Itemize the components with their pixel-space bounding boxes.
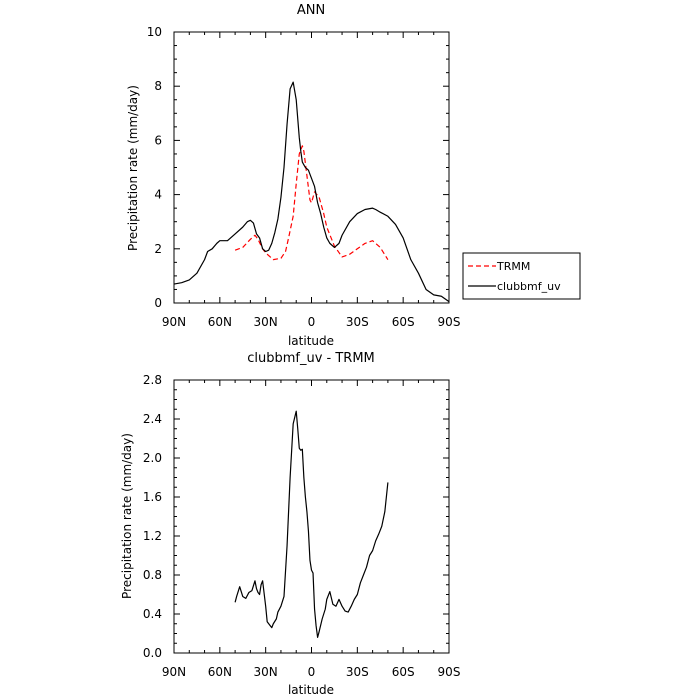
x-tick-label: 30S bbox=[346, 315, 369, 329]
y-tick-label: 0.8 bbox=[143, 568, 162, 582]
series-group bbox=[173, 81, 450, 303]
series-line-difference bbox=[234, 410, 389, 639]
y-tick-label: 2.4 bbox=[143, 412, 162, 426]
y-axis-label: Precipitation rate (mm/day) bbox=[126, 85, 140, 251]
legend: TRMM clubbmf_uv bbox=[462, 252, 581, 300]
y-tick-label: 6 bbox=[154, 133, 162, 147]
x-tick-label: 90S bbox=[438, 665, 461, 679]
x-tick-label: 60N bbox=[208, 665, 232, 679]
y-tick-label: 10 bbox=[147, 25, 162, 39]
y-tick-label: 2.0 bbox=[143, 451, 162, 465]
x-tick-label: 90S bbox=[438, 315, 461, 329]
plot-frame bbox=[173, 379, 450, 654]
series-group bbox=[234, 410, 389, 639]
y-tick-label: 0.0 bbox=[143, 646, 162, 660]
series-line-clubbmf-uv bbox=[173, 81, 450, 303]
tick-group: 90N 60N 30N 0 30S 60S 90S 0 2 4 6 8 10 bbox=[147, 25, 461, 329]
y-tick-label: 0.4 bbox=[143, 607, 162, 621]
series-line-trmm bbox=[234, 145, 389, 261]
panel-title: clubbmf_uv - TRMM bbox=[247, 351, 375, 366]
plot-frame bbox=[173, 31, 450, 304]
legend-label-clubbmf: clubbmf_uv bbox=[497, 280, 561, 293]
y-tick-label: 2.8 bbox=[143, 373, 162, 387]
y-tick-label: 1.2 bbox=[143, 529, 162, 543]
tick-group: 90N 60N 30N 0 30S 60S 90S 0.0 0.4 0.8 1.2 1.6 2.0 2.4… bbox=[143, 373, 461, 679]
x-tick-label: 60N bbox=[208, 315, 232, 329]
x-tick-label: 90N bbox=[162, 315, 186, 329]
legend-box bbox=[462, 252, 581, 300]
y-tick-label: 0 bbox=[154, 296, 162, 310]
x-tick-label: 0 bbox=[308, 665, 316, 679]
x-tick-label: 30S bbox=[346, 665, 369, 679]
annual-precip-panel: ANN Precipitation rate (mm/day) latitude… bbox=[126, 3, 581, 348]
x-tick-label: 60S bbox=[392, 315, 415, 329]
legend-label-trmm: TRMM bbox=[496, 260, 530, 273]
y-axis-label: Precipitation rate (mm/day) bbox=[120, 433, 134, 599]
panel-title: ANN bbox=[297, 3, 325, 18]
y-tick-label: 1.6 bbox=[143, 490, 162, 504]
x-tick-label: 30N bbox=[254, 665, 278, 679]
x-tick-label: 30N bbox=[254, 315, 278, 329]
y-tick-label: 8 bbox=[154, 79, 162, 93]
x-tick-label: 90N bbox=[162, 665, 186, 679]
difference-panel: clubbmf_uv - TRMM Precipitation rate (mm… bbox=[120, 351, 460, 697]
x-axis-label: latitude bbox=[288, 683, 334, 697]
x-tick-label: 60S bbox=[392, 665, 415, 679]
x-axis-label: latitude bbox=[288, 334, 334, 348]
y-tick-label: 2 bbox=[154, 242, 162, 256]
x-tick-label: 0 bbox=[308, 315, 316, 329]
y-tick-label: 4 bbox=[154, 188, 162, 202]
